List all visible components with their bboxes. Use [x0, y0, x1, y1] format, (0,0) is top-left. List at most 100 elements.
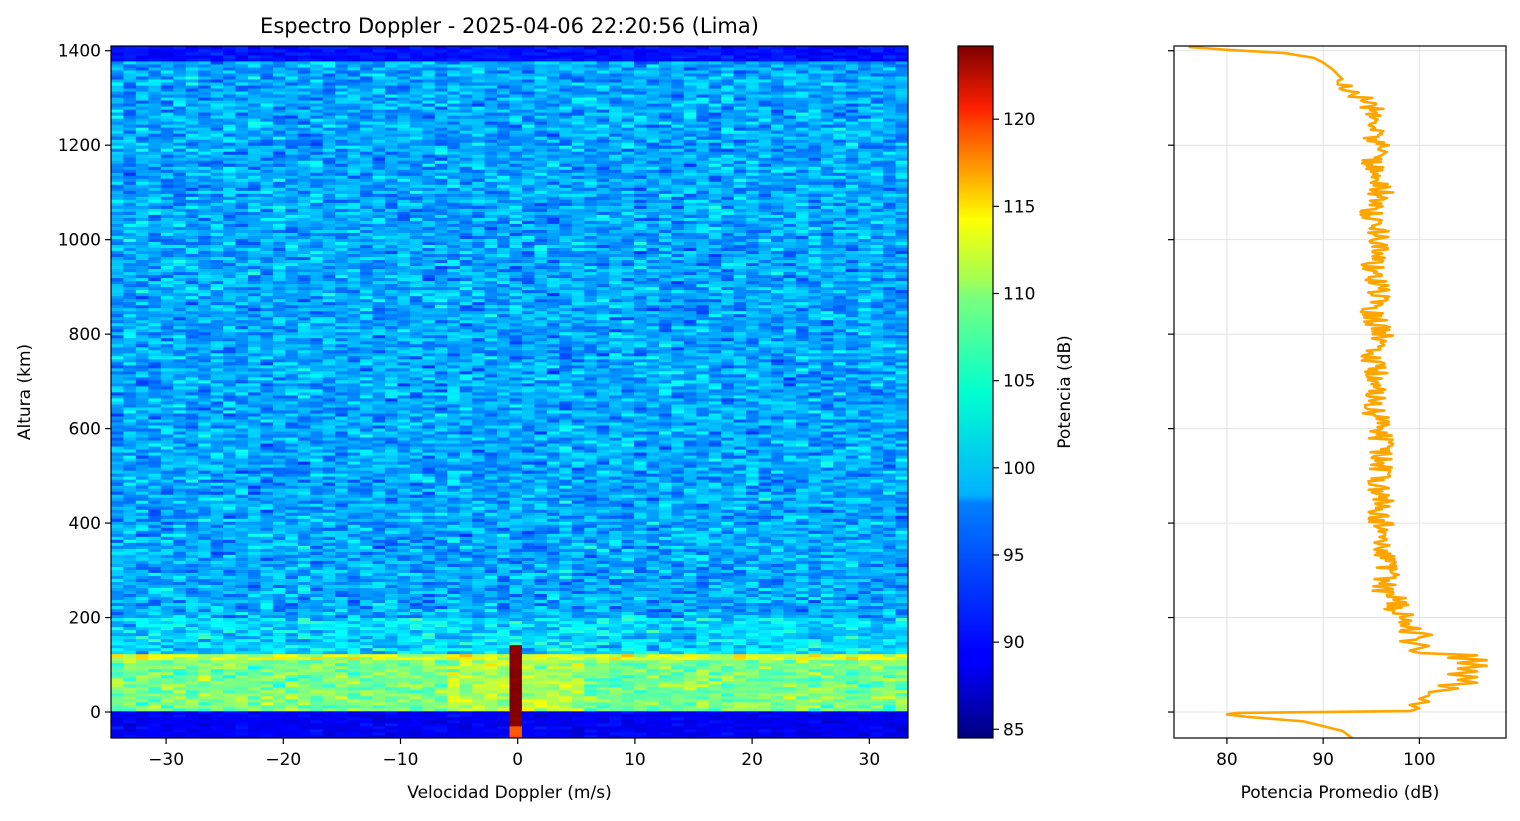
- heatmap-cell: [484, 695, 498, 700]
- heatmap-cell: [409, 638, 423, 643]
- heatmap-cell: [322, 506, 336, 510]
- heatmap-cell: [521, 512, 535, 516]
- heatmap-cell: [272, 698, 286, 703]
- heatmap-cell: [596, 641, 610, 646]
- heatmap-cell: [297, 518, 311, 522]
- heatmap-cell: [808, 503, 822, 507]
- heatmap-cell: [771, 506, 784, 510]
- heatmap-cell: [434, 533, 448, 537]
- heatmap-cell: [247, 572, 261, 576]
- heatmap-cell: [658, 677, 672, 682]
- heatmap-cell: [833, 689, 847, 694]
- heatmap-cell: [123, 617, 137, 622]
- heatmap-cell: [795, 677, 809, 682]
- heatmap-cell: [235, 635, 249, 640]
- heatmap-cell: [434, 530, 448, 534]
- heatmap-cell: [820, 620, 834, 625]
- heatmap-cell: [596, 653, 610, 658]
- heatmap-cell: [409, 548, 423, 552]
- heatmap-cell: [671, 635, 685, 640]
- heatmap-cell: [708, 662, 722, 667]
- heatmap-cell: [384, 680, 398, 685]
- heatmap-cell: [111, 590, 124, 594]
- heatmap-cell: [758, 677, 772, 682]
- heatmap-cell: [696, 701, 710, 706]
- heatmap-cell: [297, 530, 311, 534]
- heatmap-cell: [111, 587, 124, 591]
- heatmap-cell: [746, 626, 759, 631]
- heatmap-cell: [771, 734, 784, 738]
- heatmap-cell: [422, 545, 436, 549]
- heatmap-cell: [833, 677, 847, 682]
- heatmap-cell: [272, 731, 286, 736]
- heatmap-cell: [272, 605, 286, 610]
- heatmap-cell: [758, 689, 772, 694]
- heatmap-cell: [260, 503, 274, 507]
- heatmap-cell: [372, 620, 386, 625]
- heatmap-cell: [384, 644, 398, 649]
- heatmap-cell: [621, 650, 635, 655]
- heatmap-cell: [634, 710, 647, 715]
- heatmap-cell: [260, 695, 274, 700]
- heatmap-cell: [198, 605, 212, 610]
- heatmap-cell: [858, 521, 872, 525]
- heatmap-cell: [733, 614, 747, 619]
- heatmap-cell: [646, 629, 660, 634]
- heatmap-cell: [609, 695, 622, 700]
- heatmap-cell: [795, 704, 809, 709]
- heatmap-cell: [422, 563, 436, 567]
- heatmap-cell: [484, 524, 498, 528]
- heatmap-cell: [185, 692, 199, 697]
- heatmap-cell: [247, 509, 261, 513]
- heatmap-cell: [210, 530, 224, 534]
- heatmap-cell: [596, 734, 610, 738]
- heatmap-cell: [870, 722, 884, 727]
- heatmap-cell: [634, 569, 647, 573]
- heatmap-cell: [658, 560, 672, 564]
- heatmap-cell: [297, 701, 311, 706]
- heatmap-cell: [297, 719, 311, 724]
- heatmap-cell: [671, 659, 685, 664]
- heatmap-cell: [335, 653, 349, 658]
- heatmap-cell: [546, 584, 560, 588]
- heatmap-cell: [272, 551, 286, 555]
- heatmap-cell: [833, 713, 847, 718]
- heatmap-cell: [322, 680, 336, 685]
- heatmap-cell: [409, 686, 423, 691]
- heatmap-cell: [472, 725, 485, 730]
- heatmap-cell: [609, 530, 622, 534]
- heatmap-cell: [546, 557, 560, 561]
- heatmap-cell: [671, 632, 685, 637]
- heatmap-cell: [858, 686, 872, 691]
- heatmap-cell: [820, 707, 834, 712]
- heatmap-cell: [160, 563, 174, 567]
- heatmap-cell: [833, 587, 847, 591]
- heatmap-cell: [746, 674, 759, 679]
- heatmap-cell: [148, 692, 162, 697]
- heatmap-cell: [347, 674, 361, 679]
- heatmap-cell: [683, 647, 697, 652]
- heatmap-cell: [683, 584, 697, 588]
- heatmap-cell: [634, 521, 647, 525]
- heatmap-cell: [135, 560, 149, 564]
- heatmap-cell: [634, 659, 647, 664]
- heatmap-cell: [708, 509, 722, 513]
- heatmap-cell: [671, 728, 685, 733]
- heatmap-cell: [858, 722, 872, 727]
- heatmap-cell: [634, 686, 647, 691]
- heatmap-cell: [795, 668, 809, 673]
- heatmap-cell: [484, 521, 498, 525]
- heatmap-cell: [223, 605, 236, 610]
- heatmap-cell: [646, 620, 660, 625]
- heatmap-cell: [335, 668, 349, 673]
- heatmap-cell: [198, 509, 212, 513]
- heatmap-cell: [609, 539, 622, 543]
- heatmap-cell: [360, 590, 373, 594]
- heatmap-cell: [845, 680, 859, 685]
- heatmap-cell: [111, 659, 124, 664]
- heatmap-cell: [198, 695, 212, 700]
- heatmap-cell: [260, 641, 274, 646]
- heatmap-cell: [384, 683, 398, 688]
- heatmap-cell: [497, 668, 510, 673]
- heatmap-cell: [409, 539, 423, 543]
